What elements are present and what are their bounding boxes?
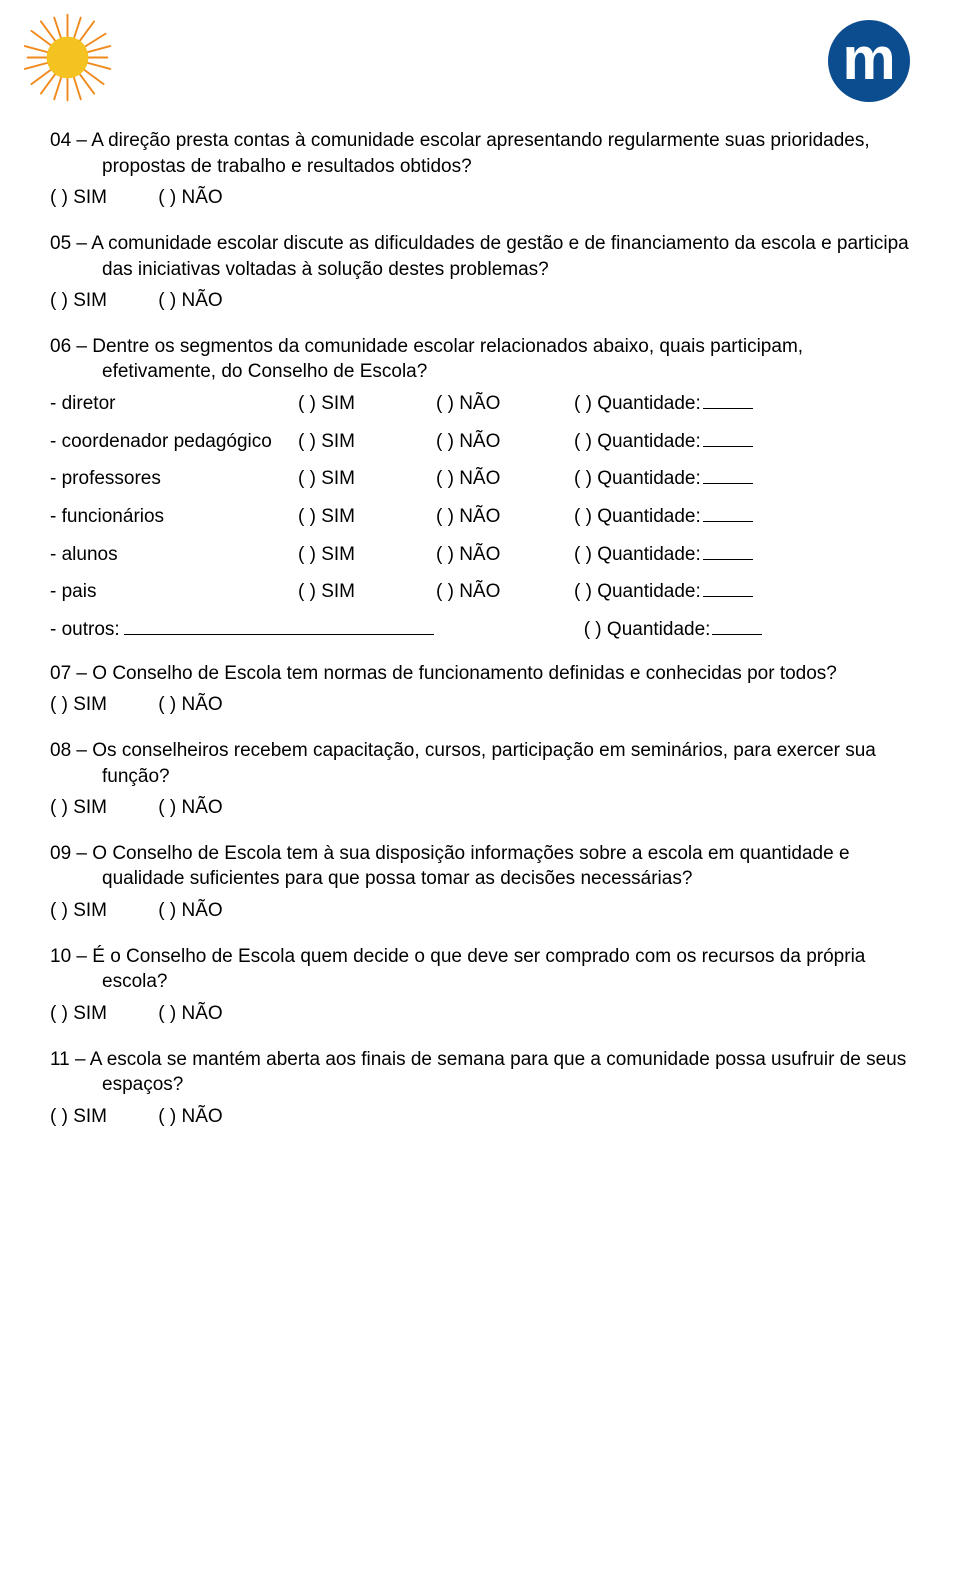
sun-icon (20, 10, 115, 105)
q06-row-func: - funcionários ( ) SIM ( ) NÃO ( ) Quant… (50, 504, 910, 530)
question-05-text: 05 – A comunidade escolar discute as dif… (50, 231, 910, 282)
q06-alunos-qtd[interactable]: ( ) Quantidade: (574, 542, 910, 568)
brand-logo-icon: m (828, 20, 910, 102)
q11-options: ( ) SIM ( ) NÃO (50, 1104, 910, 1130)
q06-func-sim[interactable]: ( ) SIM (298, 504, 436, 530)
q11-sim[interactable]: ( ) SIM (50, 1106, 107, 1127)
q07-nao[interactable]: ( ) NÃO (158, 694, 222, 715)
qtd-label: ( ) Quantidade: (574, 431, 701, 452)
q06-row-outros: - outros: ( ) Quantidade: (50, 617, 910, 643)
qtd-label: ( ) Quantidade: (574, 393, 701, 414)
q06-diretor-qtd[interactable]: ( ) Quantidade: (574, 391, 910, 417)
q06-label-prof: - professores (50, 466, 298, 492)
q10-sim[interactable]: ( ) SIM (50, 1003, 107, 1024)
q06-pais-qtd[interactable]: ( ) Quantidade: (574, 579, 910, 605)
q04-nao[interactable]: ( ) NÃO (158, 187, 222, 208)
q06-label-alunos: - alunos (50, 542, 298, 568)
q05-nao[interactable]: ( ) NÃO (158, 290, 222, 311)
q06-prof-nao[interactable]: ( ) NÃO (436, 466, 574, 492)
q06-prof-sim[interactable]: ( ) SIM (298, 466, 436, 492)
page: m 04 – A direção presta contas à comunid… (0, 0, 960, 1592)
q04-sim[interactable]: ( ) SIM (50, 187, 107, 208)
q06-row-diretor: - diretor ( ) SIM ( ) NÃO ( ) Quantidade… (50, 391, 910, 417)
question-05: 05 – A comunidade escolar discute as dif… (50, 231, 910, 282)
q10-nao[interactable]: ( ) NÃO (158, 1003, 222, 1024)
q06-outros-input-line[interactable] (124, 634, 434, 635)
question-08: 08 – Os conselheiros recebem capacitação… (50, 738, 910, 789)
q06-func-qtd[interactable]: ( ) Quantidade: (574, 504, 910, 530)
q06-func-nao[interactable]: ( ) NÃO (436, 504, 574, 530)
qtd-line (703, 559, 753, 560)
question-07: 07 – O Conselho de Escola tem normas de … (50, 661, 910, 687)
q06-coord-nao[interactable]: ( ) NÃO (436, 429, 574, 455)
q06-coord-qtd[interactable]: ( ) Quantidade: (574, 429, 910, 455)
q06-diretor-sim[interactable]: ( ) SIM (298, 391, 436, 417)
q06-label-outros: - outros: (50, 617, 120, 643)
q05-options: ( ) SIM ( ) NÃO (50, 288, 910, 314)
q06-row-coord: - coordenador pedagógico ( ) SIM ( ) NÃO… (50, 429, 910, 455)
q09-options: ( ) SIM ( ) NÃO (50, 898, 910, 924)
q06-coord-sim[interactable]: ( ) SIM (298, 429, 436, 455)
brand-logo-letter: m (842, 29, 895, 89)
question-11: 11 – A escola se mantém aberta aos finai… (50, 1047, 910, 1098)
q06-prof-qtd[interactable]: ( ) Quantidade: (574, 466, 910, 492)
question-08-text: 08 – Os conselheiros recebem capacitação… (50, 738, 910, 789)
question-09: 09 – O Conselho de Escola tem à sua disp… (50, 841, 910, 892)
q11-nao[interactable]: ( ) NÃO (158, 1106, 222, 1127)
qtd-label: ( ) Quantidade: (574, 581, 701, 602)
header: m (50, 18, 910, 118)
qtd-label: ( ) Quantidade: (574, 544, 701, 565)
q06-label-diretor: - diretor (50, 391, 298, 417)
q04-options: ( ) SIM ( ) NÃO (50, 185, 910, 211)
q08-options: ( ) SIM ( ) NÃO (50, 795, 910, 821)
question-07-text: 07 – O Conselho de Escola tem normas de … (50, 661, 910, 687)
q06-alunos-nao[interactable]: ( ) NÃO (436, 542, 574, 568)
question-06: 06 – Dentre os segmentos da comunidade e… (50, 334, 910, 385)
qtd-label: ( ) Quantidade: (574, 468, 701, 489)
q09-nao[interactable]: ( ) NÃO (158, 900, 222, 921)
question-09-text: 09 – O Conselho de Escola tem à sua disp… (50, 841, 910, 892)
qtd-label: ( ) Quantidade: (574, 506, 701, 527)
question-10-text: 10 – É o Conselho de Escola quem decide … (50, 944, 910, 995)
question-06-text: 06 – Dentre os segmentos da comunidade e… (50, 334, 910, 385)
q07-sim[interactable]: ( ) SIM (50, 694, 107, 715)
q06-pais-sim[interactable]: ( ) SIM (298, 579, 436, 605)
q06-row-alunos: - alunos ( ) SIM ( ) NÃO ( ) Quantidade: (50, 542, 910, 568)
q09-sim[interactable]: ( ) SIM (50, 900, 107, 921)
q05-sim[interactable]: ( ) SIM (50, 290, 107, 311)
q06-row-prof: - professores ( ) SIM ( ) NÃO ( ) Quanti… (50, 466, 910, 492)
qtd-line (703, 521, 753, 522)
q06-row-pais: - pais ( ) SIM ( ) NÃO ( ) Quantidade: (50, 579, 910, 605)
qtd-line (703, 596, 753, 597)
q06-pais-nao[interactable]: ( ) NÃO (436, 579, 574, 605)
question-04-text: 04 – A direção presta contas à comunidad… (50, 128, 910, 179)
qtd-line (703, 483, 753, 484)
q08-sim[interactable]: ( ) SIM (50, 797, 107, 818)
q06-label-func: - funcionários (50, 504, 298, 530)
question-04: 04 – A direção presta contas à comunidad… (50, 128, 910, 179)
q06-alunos-sim[interactable]: ( ) SIM (298, 542, 436, 568)
q06-label-pais: - pais (50, 579, 298, 605)
q06-outros-qtd[interactable]: ( ) Quantidade: (584, 617, 763, 643)
q08-nao[interactable]: ( ) NÃO (158, 797, 222, 818)
q07-options: ( ) SIM ( ) NÃO (50, 692, 910, 718)
qtd-line (712, 634, 762, 635)
question-11-text: 11 – A escola se mantém aberta aos finai… (50, 1047, 910, 1098)
question-10: 10 – É o Conselho de Escola quem decide … (50, 944, 910, 995)
q06-diretor-nao[interactable]: ( ) NÃO (436, 391, 574, 417)
qtd-line (703, 446, 753, 447)
q10-options: ( ) SIM ( ) NÃO (50, 1001, 910, 1027)
qtd-line (703, 408, 753, 409)
qtd-label: ( ) Quantidade: (584, 619, 711, 640)
q06-label-coord: - coordenador pedagógico (50, 429, 298, 455)
